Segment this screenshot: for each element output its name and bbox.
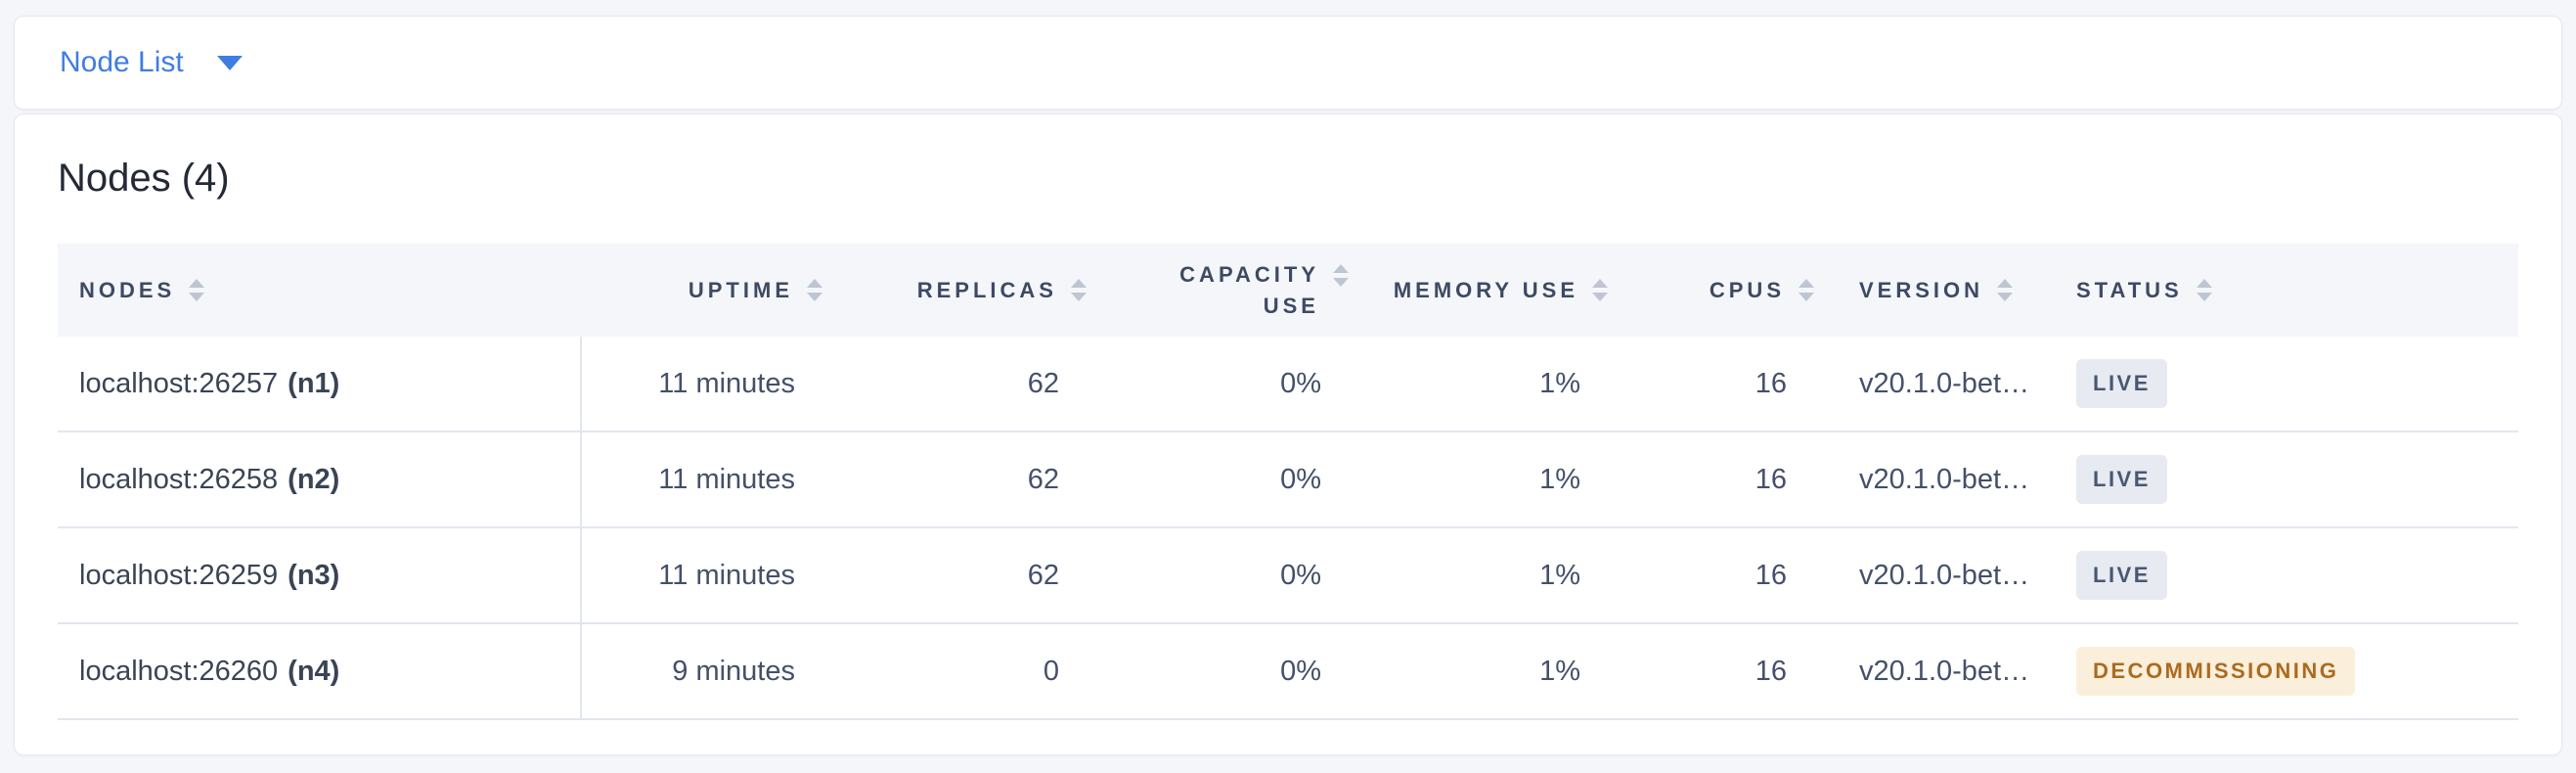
node-address: localhost:26257 (79, 367, 279, 399)
cell-replicas: 62 (1027, 367, 1059, 399)
view-selector-card: Node List (14, 16, 2562, 110)
sort-arrows-icon (1333, 264, 1349, 287)
column-header-status[interactable]: STATUS (2065, 244, 2518, 337)
cell-status: LIVE (2065, 337, 2518, 431)
view-selector-label: Node List (60, 46, 184, 78)
nodes-table: NODES UPTIME REPLICAS CAPACITY USE MEMOR… (58, 244, 2518, 720)
column-header-replicas[interactable]: REPLICAS (846, 244, 1110, 337)
column-header-label: VERSION (1859, 277, 1984, 302)
column-header-uptime[interactable]: UPTIME (582, 244, 846, 337)
cell-cpus: 16 (1754, 559, 1787, 591)
sort-arrows-icon (2196, 279, 2212, 301)
sort-arrows-icon (1592, 279, 1608, 301)
status-badge: LIVE (2076, 551, 2167, 600)
sort-arrows-icon (807, 279, 822, 301)
column-header-capacity_use[interactable]: CAPACITY USE (1110, 244, 1372, 337)
cell-replicas: 62 (1027, 559, 1059, 591)
cell-uptime: 11 minutes (658, 367, 795, 399)
cell-capacity-use: 0% (1280, 367, 1321, 399)
table-row: localhost:26257 (n1) 11 minutes 62 0% 1%… (58, 337, 2518, 432)
chevron-down-icon (216, 55, 243, 70)
column-header-label: REPLICAS (916, 277, 1057, 302)
cell-node: localhost:26257 (n1) (58, 337, 582, 431)
status-badge: LIVE (2076, 359, 2167, 408)
sort-arrows-icon (189, 279, 205, 301)
column-header-label: STATUS (2076, 277, 2183, 302)
page: Node List Nodes (4) NODES UPTIME REPLICA… (14, 16, 2562, 755)
column-header-memory_use[interactable]: MEMORY USE (1372, 244, 1631, 337)
cell-capacity-use: 0% (1280, 559, 1321, 591)
cell-cpus: 16 (1754, 367, 1787, 399)
cell-uptime: 9 minutes (672, 655, 795, 687)
node-address: localhost:26258 (79, 463, 279, 495)
cell-status: LIVE (2065, 432, 2518, 526)
cell-replicas: 0 (1043, 655, 1059, 687)
cell-memory-use: 1% (1539, 655, 1580, 687)
column-header-label: MEMORY USE (1393, 277, 1578, 302)
cell-status: LIVE (2065, 528, 2518, 622)
column-header-nodes[interactable]: NODES (58, 244, 582, 337)
cell-capacity-use: 0% (1280, 463, 1321, 495)
cell-status: DECOMMISSIONING (2065, 624, 2518, 718)
column-header-label: UPTIME (688, 277, 793, 302)
node-address: localhost:26260 (79, 655, 279, 687)
cell-memory-use: 1% (1539, 463, 1580, 495)
column-header-label: CAPACITY USE (1179, 261, 1319, 318)
table-body: localhost:26257 (n1) 11 minutes 62 0% 1%… (58, 337, 2518, 720)
cell-uptime: 11 minutes (658, 559, 795, 591)
node-id: (n3) (288, 559, 340, 591)
node-id: (n1) (288, 367, 340, 399)
sort-arrows-icon (1997, 279, 2014, 301)
node-id: (n2) (288, 463, 340, 495)
sort-arrows-icon (1071, 279, 1087, 301)
cell-cpus: 16 (1754, 463, 1787, 495)
cell-version: v20.1.0-bet… (1859, 367, 2030, 399)
table-header-row: NODES UPTIME REPLICAS CAPACITY USE MEMOR… (58, 244, 2518, 337)
view-selector-dropdown[interactable]: Node List (60, 46, 243, 79)
cell-version: v20.1.0-bet… (1859, 559, 2030, 591)
cell-uptime: 11 minutes (658, 463, 795, 495)
column-header-label: NODES (79, 277, 176, 302)
cell-version: v20.1.0-bet… (1859, 463, 2030, 495)
cell-node: localhost:26259 (n3) (58, 528, 582, 622)
column-header-label: CPUS (1709, 277, 1785, 302)
column-header-cpus[interactable]: CPUS (1631, 244, 1838, 337)
page-title: Nodes (4) (58, 157, 230, 200)
nodes-card: Nodes (4) NODES UPTIME REPLICAS CAPACITY… (14, 114, 2562, 755)
node-id: (n4) (288, 655, 340, 687)
cell-memory-use: 1% (1539, 559, 1580, 591)
cell-capacity-use: 0% (1280, 655, 1321, 687)
cell-replicas: 62 (1027, 463, 1059, 495)
status-badge: LIVE (2076, 455, 2167, 504)
column-header-version[interactable]: VERSION (1838, 244, 2065, 337)
cell-memory-use: 1% (1539, 367, 1580, 399)
table-row: localhost:26259 (n3) 11 minutes 62 0% 1%… (58, 528, 2518, 624)
cell-cpus: 16 (1754, 655, 1787, 687)
table-row: localhost:26260 (n4) 9 minutes 0 0% 1% 1… (58, 624, 2518, 720)
cell-node: localhost:26258 (n2) (58, 432, 582, 526)
cell-node: localhost:26260 (n4) (58, 624, 582, 718)
cell-version: v20.1.0-bet… (1859, 655, 2030, 687)
node-address: localhost:26259 (79, 559, 279, 591)
table-row: localhost:26258 (n2) 11 minutes 62 0% 1%… (58, 432, 2518, 528)
sort-arrows-icon (1799, 279, 1814, 301)
status-badge: DECOMMISSIONING (2076, 647, 2356, 696)
